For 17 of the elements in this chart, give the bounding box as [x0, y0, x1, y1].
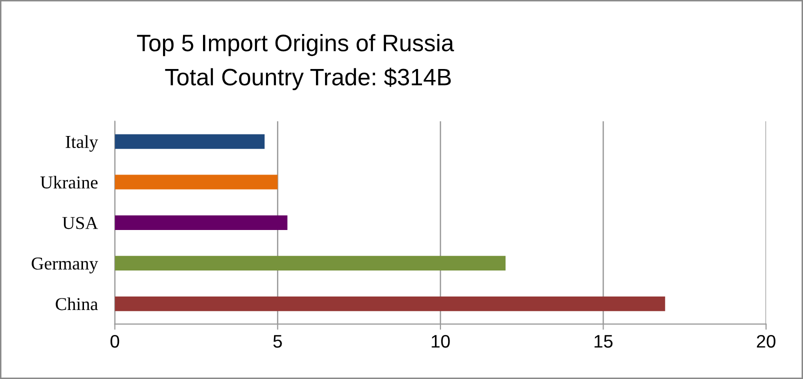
chart-title: Top 5 Import Origins of Russia — [137, 34, 454, 56]
y-tick-label: China — [56, 298, 98, 310]
chart-subtitle: Total Country Trade: $314B — [165, 68, 451, 90]
x-tick-label: 10 — [432, 334, 450, 348]
y-tick-label: USA — [62, 216, 98, 230]
y-tick-label: Germany — [32, 258, 98, 274]
y-tick-label: Italy — [66, 135, 98, 152]
x-tick-label: 0 — [110, 334, 120, 348]
x-tick-label: 5 — [273, 335, 282, 348]
bar — [114, 256, 506, 271]
x-tick-label: 20 — [756, 334, 776, 348]
y-tick-label: Ukraine — [40, 176, 98, 189]
x-tick-label: 15 — [594, 335, 613, 348]
bar — [114, 296, 666, 312]
bar — [114, 174, 278, 190]
bar — [114, 215, 288, 230]
bar — [114, 134, 265, 149]
